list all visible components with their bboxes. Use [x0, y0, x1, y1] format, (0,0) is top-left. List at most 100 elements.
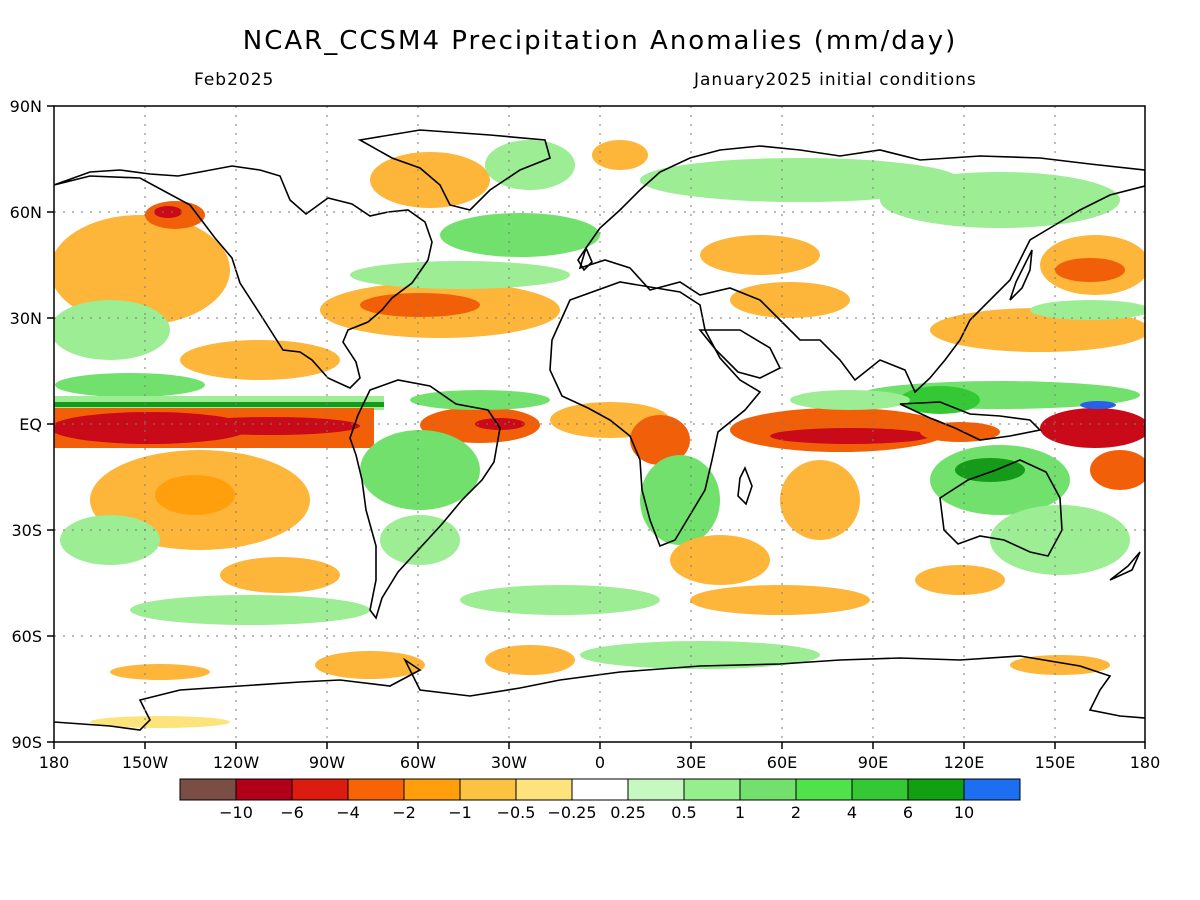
lon-label: 150W [122, 753, 169, 772]
anomaly-patch [440, 213, 600, 257]
anomaly-patch [780, 460, 860, 540]
anomaly-patch [54, 300, 170, 360]
greenland-coast [357, 129, 551, 211]
lon-label: 30E [676, 753, 706, 772]
lat-label: 60S [11, 627, 42, 646]
indonesia-coast [899, 401, 1042, 441]
anomaly-patch [350, 261, 570, 289]
colorbar-swatch [403, 778, 461, 801]
anomaly-patch [1040, 408, 1145, 448]
anomaly-patch [110, 664, 210, 680]
colorbar-tick-label: 0.25 [610, 803, 646, 822]
colorbar-swatch [291, 778, 349, 801]
anomaly-patch [915, 565, 1005, 595]
colorbar-swatch [235, 778, 293, 801]
anomaly-patch [990, 505, 1130, 575]
colorbar-swatch [963, 778, 1021, 801]
lon-label: 30W [491, 753, 527, 772]
anomaly-patch [55, 373, 205, 397]
antarctica-coast [54, 655, 1145, 731]
colorbar-swatch [795, 778, 853, 801]
lon-label: 60E [767, 753, 797, 772]
anomaly-patch [130, 595, 370, 625]
colorbar-swatch [739, 778, 797, 801]
anomaly-patch [700, 235, 820, 275]
colorbar-swatch [851, 778, 909, 801]
lat-label: 90N [10, 97, 42, 116]
lon-label: 120W [213, 753, 260, 772]
anomaly-patch [1080, 401, 1116, 409]
init-conditions-label: January2025 initial conditions [694, 70, 977, 90]
anomaly-patch [54, 412, 250, 444]
anomaly-patch [1055, 258, 1125, 282]
colorbar [179, 778, 1021, 801]
north-america-coast [54, 165, 433, 389]
lon-label: 0 [595, 753, 605, 772]
lat-label: 30S [11, 521, 42, 540]
anomaly-patch [1010, 655, 1110, 675]
anomaly-patch [690, 585, 870, 615]
anomaly-patch [220, 557, 340, 593]
colorbar-tick-label: 4 [847, 803, 857, 822]
colorbar-tick-label: −0.5 [497, 803, 536, 822]
anomaly-patch [630, 415, 690, 465]
colorbar-tick-label: −2 [392, 803, 416, 822]
anomaly-patch [920, 422, 1000, 442]
anomaly-patch [485, 645, 575, 675]
lat-label: 30N [10, 309, 42, 328]
anomaly-patch [360, 430, 480, 510]
colorbar-swatch [571, 778, 629, 801]
anomaly-patch [640, 455, 720, 545]
colorbar-tick-label: 2 [791, 803, 801, 822]
colorbar-swatch [459, 778, 517, 801]
anomaly-patch [410, 390, 550, 410]
anomaly-patch [475, 418, 525, 430]
colorbar-labels: −10 −6 −4 −2 −1 −0.5 −0.25 0.25 0.5 1 2 4 6 10 [219, 803, 974, 822]
anomaly-patch [460, 585, 660, 615]
japan-coast [1009, 249, 1033, 301]
lon-label: 90W [309, 753, 345, 772]
europe-asia-coast [578, 145, 1145, 394]
anomaly-patch [955, 458, 1025, 482]
lon-label: 180 [1130, 753, 1161, 772]
anomaly-patch [485, 140, 575, 190]
colorbar-tick-label: 0.5 [671, 803, 696, 822]
anomaly-patch [670, 535, 770, 585]
colorbar-swatch [515, 778, 573, 801]
anomaly-patch [180, 340, 340, 380]
lon-label: 60W [400, 753, 436, 772]
anomaly-patch [154, 206, 182, 218]
map-title: NCAR_CCSM4 Precipitation Anomalies (mm/d… [242, 26, 958, 56]
colorbar-swatch [907, 778, 965, 801]
anomaly-patch [54, 402, 384, 407]
colorbar-tick-label: −10 [219, 803, 253, 822]
anomaly-patch [790, 390, 910, 410]
anomaly-patch [592, 140, 648, 170]
anomaly-patch [640, 158, 960, 202]
anomaly-patch [90, 716, 230, 728]
lon-label: 120E [944, 753, 985, 772]
colorbar-swatch [347, 778, 405, 801]
anomaly-patch [370, 152, 490, 208]
anomaly-patch [580, 641, 820, 669]
lat-label: 90S [11, 733, 42, 752]
lat-label: 60N [10, 203, 42, 222]
colorbar-tick-label: −4 [336, 803, 360, 822]
anomaly-patch [315, 651, 425, 679]
anomaly-patch [1090, 450, 1145, 490]
lat-label: EQ [19, 415, 42, 434]
anomaly-patch [1030, 300, 1145, 320]
valid-month-label: Feb2025 [194, 70, 275, 90]
anomaly-patch [180, 417, 360, 435]
anomaly-patch [60, 515, 160, 565]
anomaly-patch [54, 215, 230, 325]
anomaly-patch [880, 172, 1120, 228]
colorbar-swatch [683, 778, 741, 801]
madagascar-coast [737, 466, 753, 506]
colorbar-tick-label: −0.25 [547, 803, 596, 822]
graticule [54, 106, 1145, 742]
colorbar-tick-label: 10 [954, 803, 974, 822]
axis-ticks [47, 105, 1146, 749]
coastlines [54, 129, 1145, 731]
